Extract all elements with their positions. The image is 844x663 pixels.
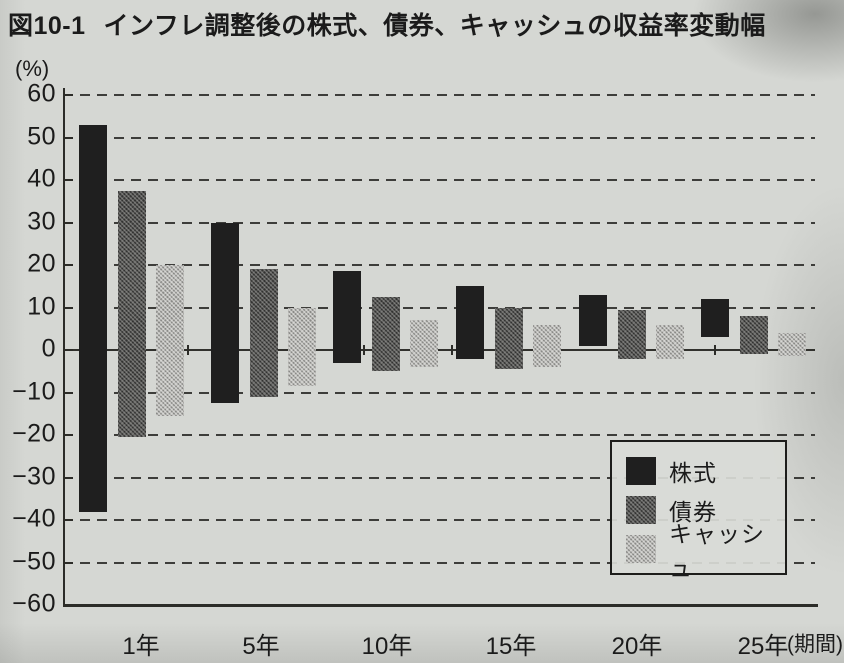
bar-bonds-10年 [372, 296, 400, 372]
zero-line-tick-4 [450, 345, 453, 355]
y-tick-40 [63, 179, 73, 181]
y-tick-10 [63, 306, 73, 309]
legend-swatch-cash [626, 534, 656, 563]
y-tick-label-40: 40 [27, 164, 56, 193]
gridline-10 [63, 306, 815, 309]
gridline-30 [63, 221, 815, 224]
gridline-60 [63, 94, 815, 96]
bar-bonds-25年 [740, 316, 768, 355]
bar-stocks-10年 [333, 271, 361, 363]
y-tick--50 [63, 561, 73, 564]
gridline--20 [63, 434, 815, 436]
legend-item-stocks: 株式 [626, 451, 785, 490]
bar-cash-1年 [156, 265, 184, 416]
bar-stocks-20年 [579, 294, 607, 346]
bar-cash-20年 [656, 324, 684, 359]
legend-item-bonds: 債券 [626, 490, 785, 529]
legend-swatch-bonds [626, 495, 656, 524]
zero-line [63, 349, 815, 351]
zero-line-tick-3 [362, 345, 365, 355]
y-tick-label-0: 0 [41, 334, 56, 363]
zero-line-tick-7 [714, 345, 717, 355]
y-tick-label--30: −30 [12, 461, 56, 490]
figure-number: 図10-1 [8, 12, 86, 40]
legend-label-cash: キャッシュ [669, 520, 765, 581]
gridline--10 [63, 391, 815, 394]
x-label-20年: 20年 [611, 633, 663, 660]
y-tick--20 [63, 434, 73, 436]
y-tick-label-50: 50 [27, 121, 56, 150]
y-tick--30 [63, 476, 73, 479]
y-tick-label-60: 60 [27, 79, 56, 108]
y-tick-50 [63, 136, 73, 139]
y-tick-60 [63, 94, 73, 96]
figure-title-text: インフレ調整後の株式、債券、キャッシュの収益率変動幅 [103, 12, 766, 40]
y-tick-label--50: −50 [12, 546, 56, 575]
bar-stocks-25年 [701, 299, 729, 338]
x-axis-suffix-label: (期間) [787, 633, 843, 656]
x-label-5年: 5年 [242, 633, 280, 660]
figure-title: 図10-1 インフレ調整後の株式、債券、キャッシュの収益率変動幅 [8, 6, 766, 42]
y-tick-label--20: −20 [12, 419, 56, 448]
x-label-25年: 25年 [737, 633, 789, 660]
bar-bonds-20年 [618, 309, 646, 359]
y-tick--10 [63, 391, 73, 394]
bar-bonds-15年 [495, 307, 523, 370]
bar-bonds-5年 [250, 269, 278, 397]
gridline--40 [63, 519, 815, 521]
y-tick-30 [63, 221, 73, 224]
y-tick-0 [63, 349, 73, 351]
y-tick-label-20: 20 [27, 249, 56, 278]
bar-bonds-1年 [118, 190, 146, 438]
legend-item-cash: キャッシュ [626, 521, 785, 581]
y-tick-label-30: 30 [27, 206, 56, 235]
bar-cash-5年 [288, 307, 316, 387]
x-label-15年: 15年 [485, 633, 537, 660]
legend-label-stocks: 株式 [669, 459, 717, 486]
y-tick-label--10: −10 [12, 376, 56, 405]
gridline--30 [63, 476, 815, 479]
y-tick-label-10: 10 [27, 291, 56, 320]
bar-cash-25年 [778, 333, 806, 357]
gridline-20 [63, 264, 815, 266]
y-axis-unit-label: (%) [15, 56, 50, 81]
legend-box: 株式 債券 キャッシュ [610, 440, 787, 581]
y-tick-label--40: −40 [12, 504, 56, 533]
x-axis-line [63, 604, 818, 607]
bar-stocks-1年 [79, 124, 107, 512]
bar-stocks-5年 [211, 222, 239, 404]
x-label-10年: 10年 [361, 633, 413, 660]
bar-cash-10年 [410, 320, 438, 367]
legend-swatch-stocks [626, 456, 656, 485]
gridline-50 [63, 136, 815, 139]
y-tick--40 [63, 519, 73, 521]
y-tick-label--60: −60 [12, 589, 56, 618]
legend-label-bonds: 債券 [669, 498, 717, 525]
y-tick-20 [63, 264, 73, 266]
x-label-1年: 1年 [122, 633, 160, 660]
bar-cash-15年 [533, 324, 561, 367]
bar-stocks-15年 [456, 286, 484, 359]
y-tick--60 [63, 604, 73, 606]
gridline--50 [63, 561, 815, 564]
gridline-40 [63, 179, 815, 181]
zero-line-tick-1 [186, 345, 189, 355]
y-axis-line [63, 88, 65, 607]
